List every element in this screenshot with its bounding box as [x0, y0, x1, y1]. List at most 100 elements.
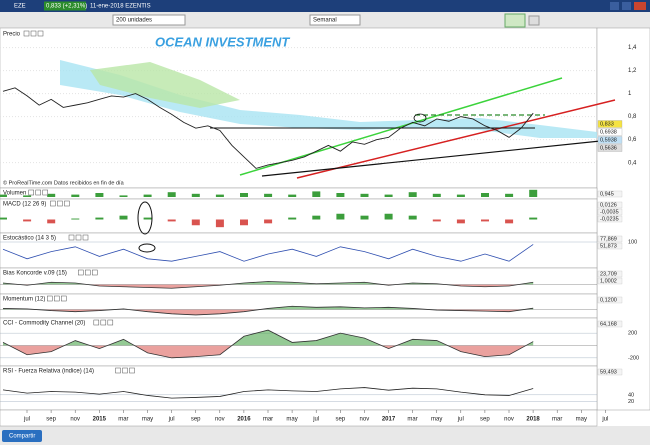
- indicator-area: [3, 306, 534, 310]
- value-label: 0,1200: [600, 297, 617, 303]
- indicator-bar: [47, 193, 56, 197]
- price-label: 0,6938: [600, 129, 617, 135]
- price-label: 0,5636: [600, 145, 617, 151]
- panel-title: Precio: [3, 32, 21, 38]
- x-tick-label: 2016: [237, 417, 251, 423]
- value-label-box: [597, 277, 623, 285]
- panel-icon: [122, 367, 128, 374]
- indicator-bar: [360, 193, 369, 197]
- x-axis: [0, 409, 598, 427]
- indicator-bar: [95, 193, 104, 197]
- value-label-box: [597, 215, 623, 223]
- panel-icon: [57, 200, 63, 207]
- indicator-bar: [456, 219, 465, 224]
- indicator-bar: [71, 218, 80, 220]
- indicator-bar: [143, 194, 152, 197]
- quote: 0,833 (+2,31%): [46, 4, 87, 10]
- indicator-bar: [360, 215, 369, 220]
- x-tick-label: mar: [552, 417, 562, 423]
- indicator-bar: [408, 215, 417, 220]
- y-tick-label: 1,4: [628, 45, 637, 51]
- indicator-bar: [167, 219, 176, 222]
- panel-icon: [68, 234, 75, 241]
- indicator-bar: [288, 217, 297, 220]
- indicator-panel: [0, 267, 598, 295]
- indicator-line: [2, 387, 534, 399]
- value-label-box: [597, 368, 623, 376]
- panel-icon: [75, 234, 82, 241]
- value-label-box: [597, 296, 623, 304]
- panel-icon: [92, 269, 98, 276]
- indicator-bar: [481, 193, 489, 197]
- panel-icon: [78, 269, 84, 276]
- indicator-bar: [240, 193, 248, 197]
- indicator-bar: [529, 217, 538, 220]
- value-label-box: [597, 201, 623, 209]
- indicator-bar: [505, 193, 514, 197]
- trend-line: [239, 77, 563, 176]
- x-tick-label: mar: [263, 417, 273, 423]
- indicator-bar: [408, 192, 417, 197]
- indicator-bar: [191, 219, 200, 226]
- value-label-box: [597, 235, 623, 243]
- indicator-bar: [432, 219, 441, 222]
- period-dropdown[interactable]: [309, 14, 361, 26]
- y-tick-label: 200: [628, 331, 637, 337]
- value-label-box: [597, 208, 623, 216]
- indicator-area: [3, 309, 534, 315]
- panel-icon: [50, 200, 56, 207]
- value-label-box: [597, 320, 623, 328]
- y-tick-label: 0,4: [628, 160, 637, 166]
- indicator-bar: [505, 219, 514, 224]
- quote-box: [44, 1, 86, 11]
- panel-icon: [35, 189, 41, 196]
- indicator-panel: [0, 198, 598, 234]
- price-label-box: [597, 144, 623, 152]
- indicator-bar: [95, 217, 104, 220]
- y-tick-label: 1: [628, 91, 632, 97]
- indicator-line: [2, 281, 534, 289]
- x-tick-label: nov: [215, 417, 225, 423]
- x-tick-label: may: [286, 417, 297, 423]
- indicator-bar: [336, 213, 345, 220]
- share-button[interactable]: [2, 430, 42, 442]
- value-label: 64,168: [600, 321, 617, 327]
- x-tick-label: jul: [23, 417, 30, 423]
- x-tick-label: may: [576, 417, 587, 423]
- toolbar-icon[interactable]: [528, 15, 540, 26]
- x-tick-label: sep: [335, 417, 345, 423]
- panel-title: Bias Koncorde v.09 (15): [3, 271, 67, 277]
- value-label: 0,0126: [600, 202, 617, 208]
- panel-icon: [85, 269, 91, 276]
- price-label-box: [597, 136, 623, 144]
- indicator-bar: [0, 217, 7, 220]
- indicator-bar: [312, 191, 321, 197]
- annotation-circle: [138, 243, 156, 253]
- close-button[interactable]: [634, 2, 646, 10]
- trend-line: [296, 99, 616, 179]
- panel-title: MACD (12 26 9): [3, 202, 46, 208]
- indicator-bar: [336, 193, 345, 197]
- y-tick-label: 1,2: [628, 68, 637, 74]
- maximize-button[interactable]: [622, 2, 631, 10]
- price-label-box: [597, 128, 623, 136]
- value-label-box: [597, 270, 623, 278]
- indicator-bar: [264, 219, 273, 224]
- x-tick-label: 2015: [93, 417, 107, 423]
- indicator-line: [2, 244, 534, 262]
- panel-icon: [100, 319, 107, 326]
- units-dropdown[interactable]: [112, 14, 186, 26]
- y-tick-label: 20: [628, 399, 634, 405]
- toolbar-icon[interactable]: [504, 13, 526, 28]
- panel-title: RSI - Fuerza Relativa (indice) (14): [3, 369, 94, 375]
- x-tick-label: jul: [312, 417, 319, 423]
- x-tick-label: nov: [70, 417, 80, 423]
- indicator-panel: [0, 365, 598, 411]
- x-tick-label: 2018: [526, 417, 540, 423]
- minimize-button[interactable]: [610, 2, 619, 10]
- indicator-bar: [312, 215, 321, 220]
- status-bar: [0, 426, 650, 445]
- panel-icon: [42, 189, 48, 196]
- x-tick-label: sep: [191, 417, 201, 423]
- price-panel: [0, 27, 598, 189]
